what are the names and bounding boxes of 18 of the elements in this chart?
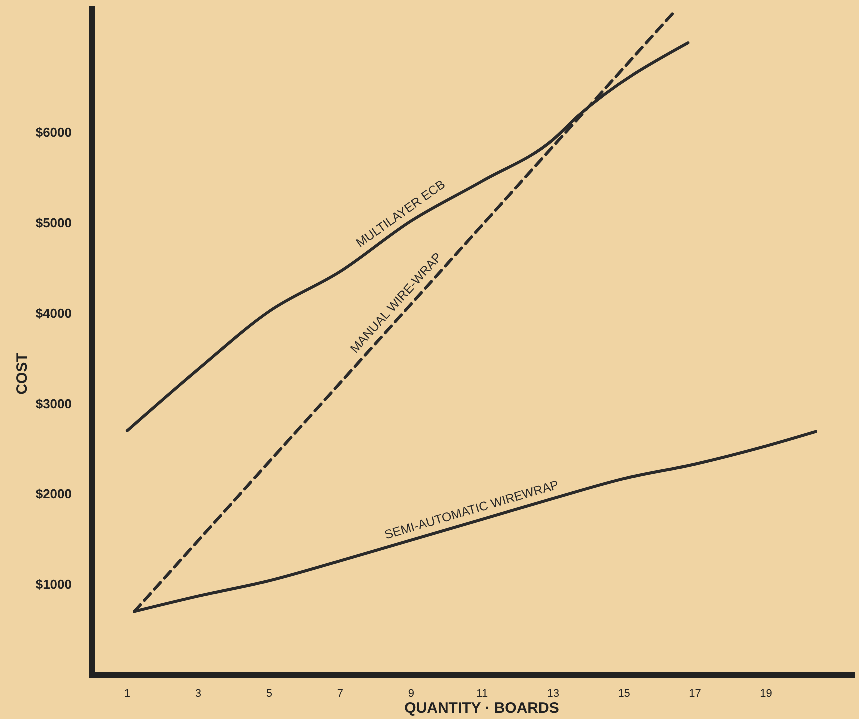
x-tick-label: 15 — [618, 688, 630, 700]
x-tick-label: 1 — [124, 688, 131, 700]
x-tick-label: 19 — [760, 688, 772, 700]
y-tick-label: $6000 — [36, 125, 72, 140]
x-tick-label: 9 — [408, 688, 414, 700]
y-tick-label: $4000 — [36, 306, 72, 321]
y-tick-label: $2000 — [36, 486, 72, 502]
y-tick-label: $5000 — [36, 216, 72, 231]
x-axis-title: QUANTITY · BOARDS — [404, 700, 560, 717]
x-tick-label: 11 — [476, 688, 488, 700]
y-tick-label: $3000 — [36, 396, 72, 412]
x-tick-label: 17 — [689, 688, 702, 700]
x-tick-label: 7 — [337, 688, 344, 700]
x-tick-label: 3 — [195, 688, 202, 700]
y-tick-label: $1000 — [36, 577, 72, 592]
x-tick-label: 5 — [266, 688, 273, 700]
x-tick-label: 13 — [547, 688, 560, 700]
y-axis-title: COST — [14, 353, 31, 395]
